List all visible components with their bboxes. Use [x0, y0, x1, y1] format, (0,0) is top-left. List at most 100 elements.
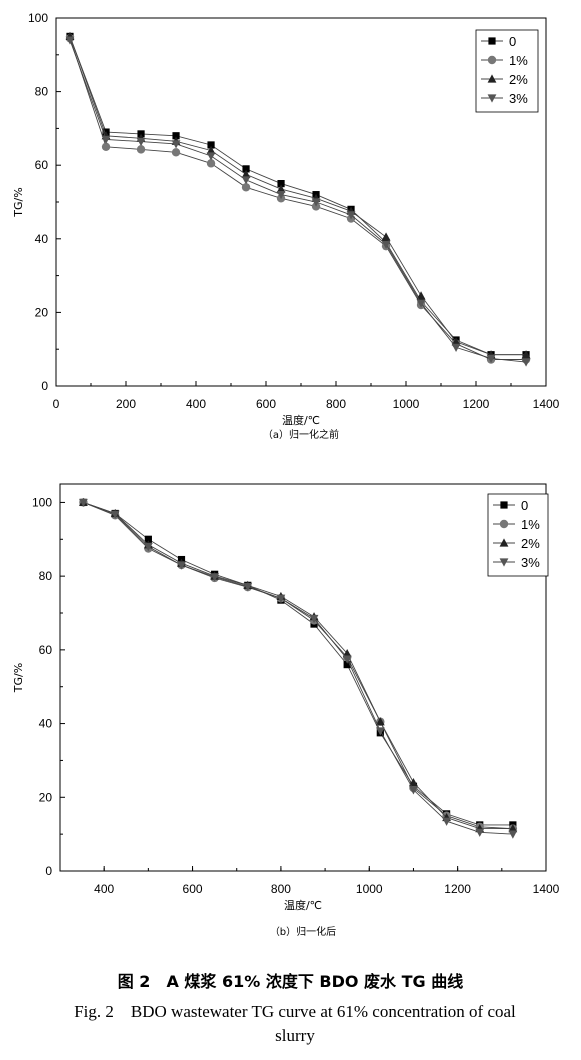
x-axis-label-a: 温度/℃ [282, 413, 320, 427]
data-point-0 [242, 165, 250, 173]
data-point-2% [381, 232, 391, 241]
data-point-3% [243, 582, 253, 592]
series-line-3% [69, 39, 527, 363]
y-tick-label: 100 [32, 495, 52, 509]
y-tick-label: 0 [45, 864, 52, 878]
data-point-3% [442, 817, 451, 826]
data-point-3% [143, 543, 153, 552]
data-point-3% [416, 299, 426, 308]
panel-label-b: （b）归一化后 [270, 925, 336, 938]
x-tick-label: 1200 [444, 882, 471, 896]
data-point-3% [241, 176, 251, 185]
panel-label-a: （a）归一化之前 [263, 428, 339, 441]
legend-label-1%: 1% [521, 517, 540, 532]
plot-frame-a [55, 17, 547, 387]
y-tick-label: 80 [39, 569, 53, 583]
series-line-0 [69, 36, 526, 356]
data-point-0 [277, 180, 285, 188]
series-line-0 [83, 501, 513, 826]
legend-marker-1% [499, 519, 509, 529]
data-point-3% [101, 135, 111, 145]
data-point-3% [206, 152, 216, 161]
x-tick-label: 1000 [393, 397, 420, 411]
legend-label-3%: 3% [521, 555, 540, 570]
legend-marker-3% [487, 94, 497, 103]
legend-marker-1% [487, 55, 497, 65]
data-point-0 [343, 661, 351, 669]
x-axis-label-b: 温度/℃ [284, 898, 322, 912]
x-tick-label: 1400 [533, 397, 560, 411]
data-point-0 [172, 132, 180, 140]
data-point-3% [136, 138, 146, 147]
y-axis-label-a: TG/% [12, 187, 25, 217]
data-point-0 [144, 535, 152, 543]
legend-label-0: 0 [509, 34, 516, 49]
legend-a: 0 1% 2% 3% [475, 29, 539, 113]
x-tick-label: 0 [53, 397, 60, 411]
legend-marker-2% [487, 74, 497, 83]
legend-marker-3% [499, 558, 509, 567]
data-point-0 [207, 141, 215, 149]
data-point-1% [206, 159, 216, 168]
legend-label-3%: 3% [509, 91, 528, 106]
data-point-3% [171, 140, 181, 149]
figure-caption-english: Fig. 2 BDO wastewater TG curve at 61% co… [74, 1002, 516, 1045]
data-point-2% [375, 717, 385, 726]
data-point-3% [276, 191, 286, 200]
y-tick-label: 20 [35, 305, 49, 319]
x-tick-label: 800 [326, 397, 346, 411]
data-point-3% [521, 358, 531, 367]
data-point-3% [451, 343, 461, 352]
legend-label-1%: 1% [509, 53, 528, 68]
data-point-2% [342, 648, 352, 658]
data-point-3% [276, 594, 286, 603]
data-point-2% [521, 350, 531, 359]
x-tick-label: 1200 [463, 397, 490, 411]
data-point-2% [451, 337, 461, 346]
legend-box [475, 29, 539, 113]
data-point-3% [79, 498, 88, 508]
x-tick-label: 1400 [533, 882, 560, 896]
data-point-3% [110, 510, 120, 519]
data-point-3% [486, 354, 496, 363]
y-tick-label: 60 [39, 643, 53, 657]
y-tick-label: 40 [39, 717, 53, 731]
legend-b: 0 1% 2% 3% [487, 493, 549, 577]
x-tick-label: 800 [271, 882, 291, 896]
legend-marker-0 [488, 37, 496, 45]
data-point-2% [206, 145, 216, 155]
legend-marker-0 [500, 501, 508, 509]
x-tick-label: 200 [116, 397, 136, 411]
chart-b: 400 600 800 1000 1200 1400 0 20 40 60 80 100 温度/℃ TG/… [12, 483, 560, 938]
data-point-3% [381, 240, 391, 249]
x-tick-label: 400 [186, 397, 206, 411]
data-point-3% [375, 727, 385, 736]
data-point-3% [475, 828, 485, 837]
figure-canvas: 0 200 400 600 800 1000 1200 1400020406080100温度/… [12, 11, 560, 938]
data-point-2% [416, 291, 426, 300]
data-point-2% [241, 169, 251, 178]
legend-label-2%: 2% [521, 536, 540, 551]
data-point-3% [311, 198, 321, 207]
y-axis-label-b: TG/% [12, 663, 25, 693]
y-tick-label: 60 [35, 158, 49, 172]
data-point-2% [508, 824, 518, 833]
data-point-1% [136, 145, 146, 154]
legend-marker-2% [499, 538, 509, 547]
y-tick-label: 100 [28, 11, 48, 25]
data-point-3% [409, 786, 418, 795]
y-tick-label: 0 [41, 379, 48, 393]
series-line-3% [83, 501, 513, 835]
series-line-1% [69, 38, 526, 360]
figure-caption-chinese: 图 2 A 煤浆 61% 浓度下 BDO 废水 TG 曲线 [117, 972, 464, 991]
data-point-3% [346, 211, 356, 220]
data-point-1% [171, 148, 181, 157]
x-tick-label: 1000 [356, 882, 383, 896]
data-point-2% [276, 184, 286, 193]
x-tick-label: 600 [256, 397, 276, 411]
series-line-2% [83, 501, 513, 830]
data-point-1% [101, 142, 111, 151]
data-point-3% [210, 573, 220, 582]
data-point-3% [342, 655, 352, 664]
data-point-3% [65, 36, 75, 45]
